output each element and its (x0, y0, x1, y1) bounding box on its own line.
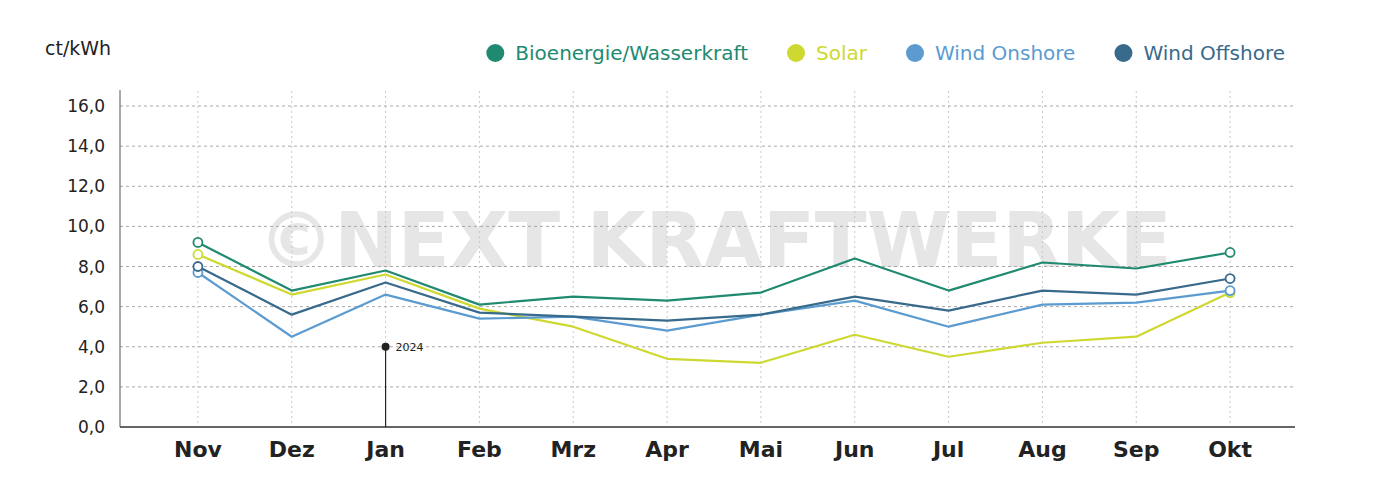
x-tick-label: Jan (364, 437, 405, 462)
grid-line-x (291, 91, 292, 427)
x-tick-label: Mrz (550, 437, 596, 462)
y-tick-label: 16,0 (67, 96, 105, 116)
series-marker (193, 262, 202, 271)
y-tick-label: 12,0 (67, 176, 105, 196)
watermark: ©NEXT KRAFTWERKE (258, 196, 1171, 285)
annotation-text: 2024 (396, 341, 424, 354)
grid-line-x (385, 91, 386, 427)
legend-label: Wind Offshore (1143, 41, 1285, 65)
legend-swatch (1114, 44, 1132, 62)
grid-line-y (120, 306, 1295, 307)
legend-label: Solar (816, 41, 868, 65)
y-tick-label: 4,0 (78, 337, 105, 357)
grid-line-y (120, 226, 1295, 227)
grid-line-x (667, 91, 668, 427)
y-tick-label: 14,0 (67, 136, 105, 156)
grid-line-x (1136, 91, 1137, 427)
x-tick-label: Sep (1113, 437, 1160, 462)
annotation-line (385, 347, 386, 427)
legend: Bioenergie/Wasserkraft Solar Wind Onshore W… (486, 41, 1285, 65)
series-line (198, 267, 1230, 321)
x-tick-label: Mai (739, 437, 783, 462)
y-tick-label: 8,0 (78, 257, 105, 277)
y-tick-label: 0,0 (78, 417, 105, 437)
y-tick-label: 10,0 (67, 216, 105, 236)
series-marker (193, 238, 202, 247)
legend-label: Bioenergie/Wasserkraft (515, 41, 748, 65)
y-axis (120, 90, 121, 427)
grid-line-x (573, 91, 574, 427)
y-tick-label: 6,0 (78, 297, 105, 317)
series-marker (1226, 274, 1235, 283)
x-tick-label: Jul (931, 437, 964, 462)
x-tick-label: Nov (174, 437, 223, 462)
x-axis (120, 426, 1295, 428)
x-tick-label: Jun (833, 437, 875, 462)
series-line (198, 242, 1230, 304)
grid-line-y (120, 106, 1295, 107)
grid-line-y (120, 386, 1295, 387)
series-marker (1226, 248, 1235, 257)
series-marker (1226, 286, 1235, 295)
series-line (198, 273, 1230, 337)
annotation-marker (382, 343, 390, 351)
y-axis-label: ct/kWh (45, 37, 111, 59)
plot-area (193, 238, 1234, 363)
y-tick-label: 2,0 (78, 377, 105, 397)
x-tick-label: Okt (1208, 437, 1252, 462)
legend-swatch (906, 44, 924, 62)
series-line (198, 254, 1230, 362)
x-tick-label: Apr (645, 437, 689, 462)
grid-line-x (479, 91, 480, 427)
x-tick-label: Feb (457, 437, 502, 462)
grid-line-x (1042, 91, 1043, 427)
grid-line-x (948, 91, 949, 427)
x-tick-label: Dez (269, 437, 315, 462)
grid-line-y (120, 146, 1295, 147)
x-tick-label: Aug (1018, 437, 1066, 462)
legend-swatch (486, 44, 504, 62)
grid-line-x (760, 91, 761, 427)
legend-label: Wind Onshore (935, 41, 1075, 65)
series-marker (193, 250, 202, 259)
legend-swatch (787, 44, 805, 62)
chart: ©NEXT KRAFTWERKE 0,0 2,0 4,0 6,0 8,0 10,0 12,0 1… (0, 0, 1386, 490)
grid-line-x (1230, 91, 1231, 427)
grid-line-y (120, 346, 1295, 347)
grid-line-y (120, 186, 1295, 187)
